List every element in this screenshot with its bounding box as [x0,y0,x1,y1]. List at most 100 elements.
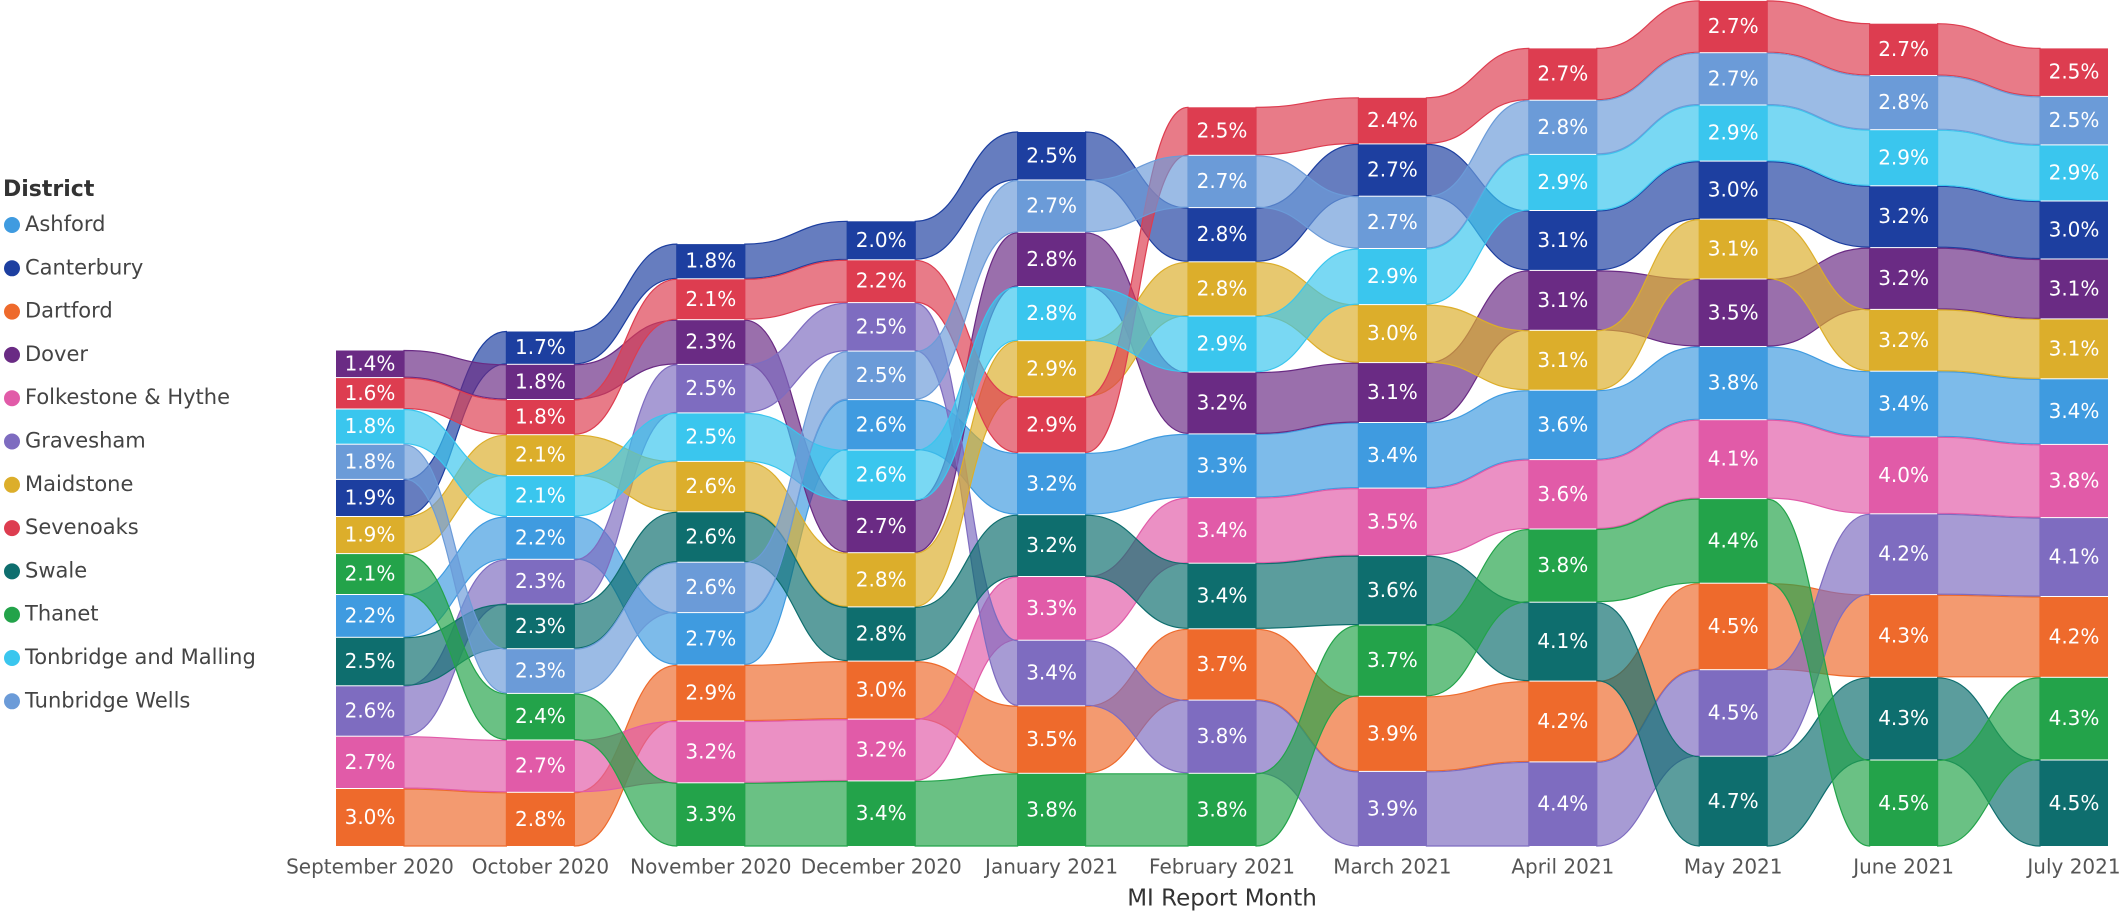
segment [1699,420,1768,499]
data-label: 3.9% [1367,721,1418,745]
segment [1358,625,1427,696]
legend-label: Folkestone & Hythe [25,385,230,409]
legend: District Ashford Canterbury Dartford Dover F… [3,177,256,712]
data-label: 2.7% [856,514,907,538]
data-label: 1.8% [685,249,736,273]
data-label: 2.5% [1197,119,1248,143]
legend-marker [4,563,20,580]
data-label: 1.8% [515,369,566,393]
data-label: 2.8% [515,807,566,831]
data-label: 2.5% [685,425,736,449]
segment [1017,640,1086,706]
data-label: 3.3% [1197,453,1248,477]
segment [506,559,575,604]
data-label: 2.4% [515,704,566,728]
segment [1358,363,1427,422]
data-label: 1.4% [345,351,396,375]
data-label: 3.8% [1197,797,1248,821]
data-label: 1.8% [345,414,396,438]
segment [1017,577,1086,640]
segment [336,686,404,736]
segment [676,364,745,413]
ribbon [1255,362,1359,435]
ribbon [1255,555,1359,629]
data-label: 3.3% [685,802,736,826]
ribbon [1937,309,2041,379]
segment [2040,379,2108,444]
ribbon [1766,218,1871,372]
data-label: 2.9% [1367,264,1418,288]
segment [1869,371,1938,437]
data-label: 2.8% [1878,90,1929,114]
legend-marker [4,650,20,666]
ribbon [1255,422,1359,498]
data-label: 2.1% [345,562,396,586]
ribbon [403,408,507,517]
legend-marker [4,606,20,623]
data-label: 4.2% [1878,542,1929,566]
data-label: 4.1% [1537,629,1588,653]
legend-label: Tonbridge and Malling [24,645,256,669]
segment [847,450,916,500]
segment [847,351,916,400]
data-label: 2.6% [856,412,907,436]
ribbon [1937,513,2041,597]
segment [1869,186,1938,248]
x-tick-label: October 2020 [472,855,609,879]
data-label: 3.2% [1878,328,1929,352]
x-tick-label: April 2021 [1511,855,1614,879]
ribbon [403,736,507,793]
x-tick-label: January 2021 [983,855,1118,879]
segment [1699,499,1768,583]
ribbon [1425,304,1530,391]
data-label: 3.4% [1026,661,1077,685]
data-label: 3.1% [1537,348,1588,372]
data-label: 2.7% [1537,62,1588,86]
segment [1188,498,1256,563]
segment [1869,514,1938,595]
data-label: 3.5% [1708,300,1759,324]
data-label: 2.3% [685,330,736,354]
data-label: 2.9% [1708,121,1759,145]
segment [1017,232,1086,286]
segment [1017,515,1086,576]
data-label: 2.7% [515,754,566,778]
segment [1188,372,1256,434]
data-label: 2.7% [685,626,736,650]
data-label: 3.9% [1367,796,1418,820]
segment [1869,595,1938,677]
data-label: 2.8% [1026,247,1077,271]
segment [1017,132,1086,180]
segment [1699,347,1768,420]
segment [1017,287,1086,341]
data-label: 3.2% [1878,266,1929,290]
segment [1188,107,1256,155]
data-label: 2.1% [685,287,736,311]
ribbon [1255,487,1359,564]
data-label: 3.7% [1367,648,1418,672]
data-label: 2.8% [1537,115,1588,139]
legend-label: Canterbury [25,255,143,279]
ribbon [1937,371,2041,445]
segment [847,719,916,781]
segment [1528,330,1597,390]
legend-label: Thanet [24,602,98,626]
data-label: 1.9% [345,485,396,509]
data-label: 3.1% [1708,237,1759,261]
data-label: 3.6% [1537,412,1588,436]
segment [1188,700,1256,773]
data-label: 3.4% [1367,443,1418,467]
segment [1017,773,1086,846]
segment [1188,773,1256,846]
segment [1017,397,1086,453]
segment [2040,96,2108,145]
segment [847,607,916,661]
data-label: 2.8% [856,567,907,591]
segment [336,409,404,444]
segment [1188,262,1256,316]
data-label: 2.1% [515,484,566,508]
segment [2040,597,2108,677]
data-label: 2.0% [856,228,907,252]
data-label: 3.7% [1197,652,1248,676]
segment [1358,249,1427,305]
